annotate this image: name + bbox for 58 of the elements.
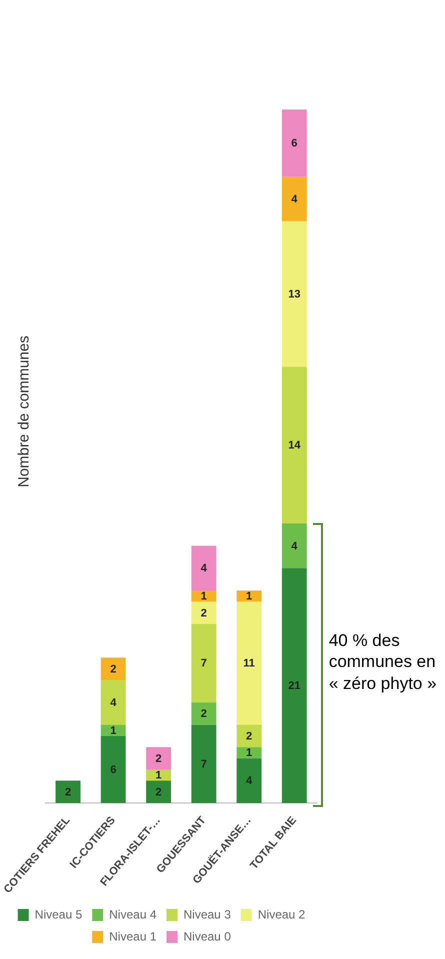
data-label: 2	[64, 786, 72, 798]
data-label: 14	[288, 440, 302, 452]
bar	[236, 590, 262, 602]
bar	[146, 747, 171, 770]
data-label: 1	[155, 770, 162, 782]
bar	[236, 758, 262, 804]
legend-label: Niveau 3	[184, 907, 232, 922]
bar	[146, 769, 171, 781]
data-label: 1	[246, 590, 252, 603]
bar	[191, 702, 216, 725]
data-label: 2	[110, 663, 116, 676]
data-label: 2	[155, 786, 162, 798]
data-label: 21	[288, 680, 300, 692]
bar	[191, 590, 216, 602]
data-label: 6	[110, 764, 116, 776]
data-label: 2	[246, 730, 252, 742]
bar	[236, 602, 262, 725]
data-label: 1	[246, 747, 252, 760]
bar	[191, 624, 216, 702]
data-label: 7	[200, 758, 207, 770]
data-label: 7	[200, 658, 207, 670]
legend-label: Niveau 5	[34, 907, 82, 922]
bar	[100, 736, 126, 804]
data-label: 13	[288, 288, 300, 301]
bar	[100, 680, 126, 725]
data-label: 1	[200, 590, 207, 603]
bar	[236, 724, 262, 748]
legend-label: Niveau 1	[109, 929, 157, 944]
data-label: 6	[291, 138, 298, 150]
data-label: 2	[155, 752, 162, 765]
bar	[282, 109, 307, 177]
bar	[100, 724, 126, 736]
bar	[282, 221, 307, 367]
bar	[236, 747, 262, 758]
bar	[282, 523, 307, 568]
data-label: 1	[110, 724, 116, 737]
bar	[100, 658, 126, 680]
legend-label: Niveau 4	[109, 907, 157, 922]
bar	[191, 724, 216, 804]
legend-label: Niveau 0	[184, 929, 232, 944]
y-axis-title: Nombre de communes	[16, 336, 33, 488]
text: 40 % des communes en « zéro phyto »	[328, 630, 438, 694]
data-label: 4	[110, 696, 118, 709]
bar	[191, 602, 216, 624]
data-label: 11	[243, 658, 255, 670]
bar	[282, 568, 307, 804]
bar	[282, 176, 307, 222]
bar	[282, 366, 307, 524]
data-label: 2	[200, 708, 207, 720]
data-label: 4	[200, 562, 208, 575]
bar	[191, 546, 216, 590]
data-label: 4	[291, 194, 298, 206]
data-label: 4	[291, 540, 298, 552]
legend-label: Niveau 2	[258, 907, 306, 922]
bar	[146, 780, 171, 804]
bar	[56, 780, 80, 804]
data-label: 4	[246, 775, 254, 788]
data-label: 2	[200, 607, 207, 620]
